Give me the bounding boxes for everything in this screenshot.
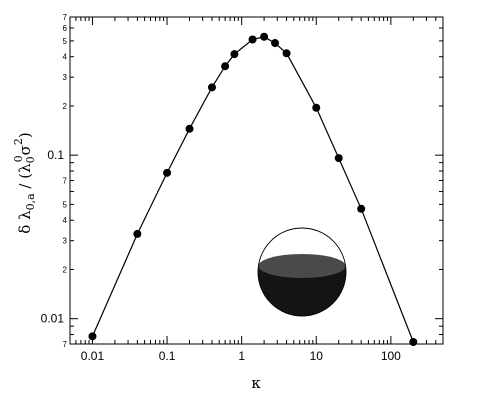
sphere-inset	[257, 227, 347, 317]
data-point	[163, 168, 172, 177]
y-minor-tick-label: 2	[63, 265, 68, 274]
sphere-fill-top	[258, 254, 346, 278]
axis-tick-labels: 0.01 0.1 1 10 100 0.01 0.1 7 2 3 4 5 7 2 3 4 5 6 7	[41, 13, 402, 363]
data-point	[357, 204, 366, 213]
data-point	[133, 229, 142, 238]
x-tick-label: 100	[381, 349, 401, 363]
y-minor-tick-label: 5	[63, 200, 68, 209]
plot-frame	[69, 16, 444, 345]
x-tick-label: 1	[238, 349, 245, 363]
data-point	[260, 32, 269, 41]
data-point	[207, 83, 216, 92]
y-minor-tick-label: 6	[63, 24, 68, 33]
x-axis-label: κ	[251, 374, 261, 392]
data-point	[282, 49, 291, 58]
data-point	[334, 154, 343, 163]
svg-text:δ λ0,a / (λ00σ2): δ λ0,a / (λ00σ2)	[12, 132, 37, 233]
y-minor-tick-label: 4	[63, 216, 68, 225]
x-tick-label: 10	[310, 349, 324, 363]
y-minor-tick-label: 4	[63, 53, 68, 62]
y-minor-tick-label: 7	[63, 340, 68, 349]
data-point	[221, 62, 230, 71]
y-tick-label: 0.1	[47, 148, 64, 162]
y-minor-tick-label: 3	[63, 237, 68, 246]
y-minor-tick-label: 2	[63, 102, 68, 111]
series-line	[91, 36, 414, 343]
x-tick-label: 0.01	[81, 349, 105, 363]
data-point	[185, 124, 194, 133]
data-point	[88, 332, 97, 341]
y-minor-tick-label: 5	[63, 37, 68, 46]
y-tick-label: 0.01	[41, 312, 65, 326]
y-minor-tick-label: 7	[63, 13, 68, 22]
y-minor-tick-label: 7	[63, 177, 68, 186]
data-point	[409, 337, 418, 346]
data-points	[88, 32, 418, 346]
y-minor-tick-label: 3	[63, 73, 68, 82]
axis-ticks	[69, 16, 444, 345]
x-tick-label: 0.1	[159, 349, 176, 363]
data-point	[230, 50, 239, 59]
data-point	[312, 103, 321, 112]
data-point	[271, 39, 280, 48]
y-axis-label: δ λ0,a / (λ00σ2)	[12, 132, 37, 233]
data-point	[248, 35, 257, 44]
sphere-outline	[257, 227, 347, 317]
